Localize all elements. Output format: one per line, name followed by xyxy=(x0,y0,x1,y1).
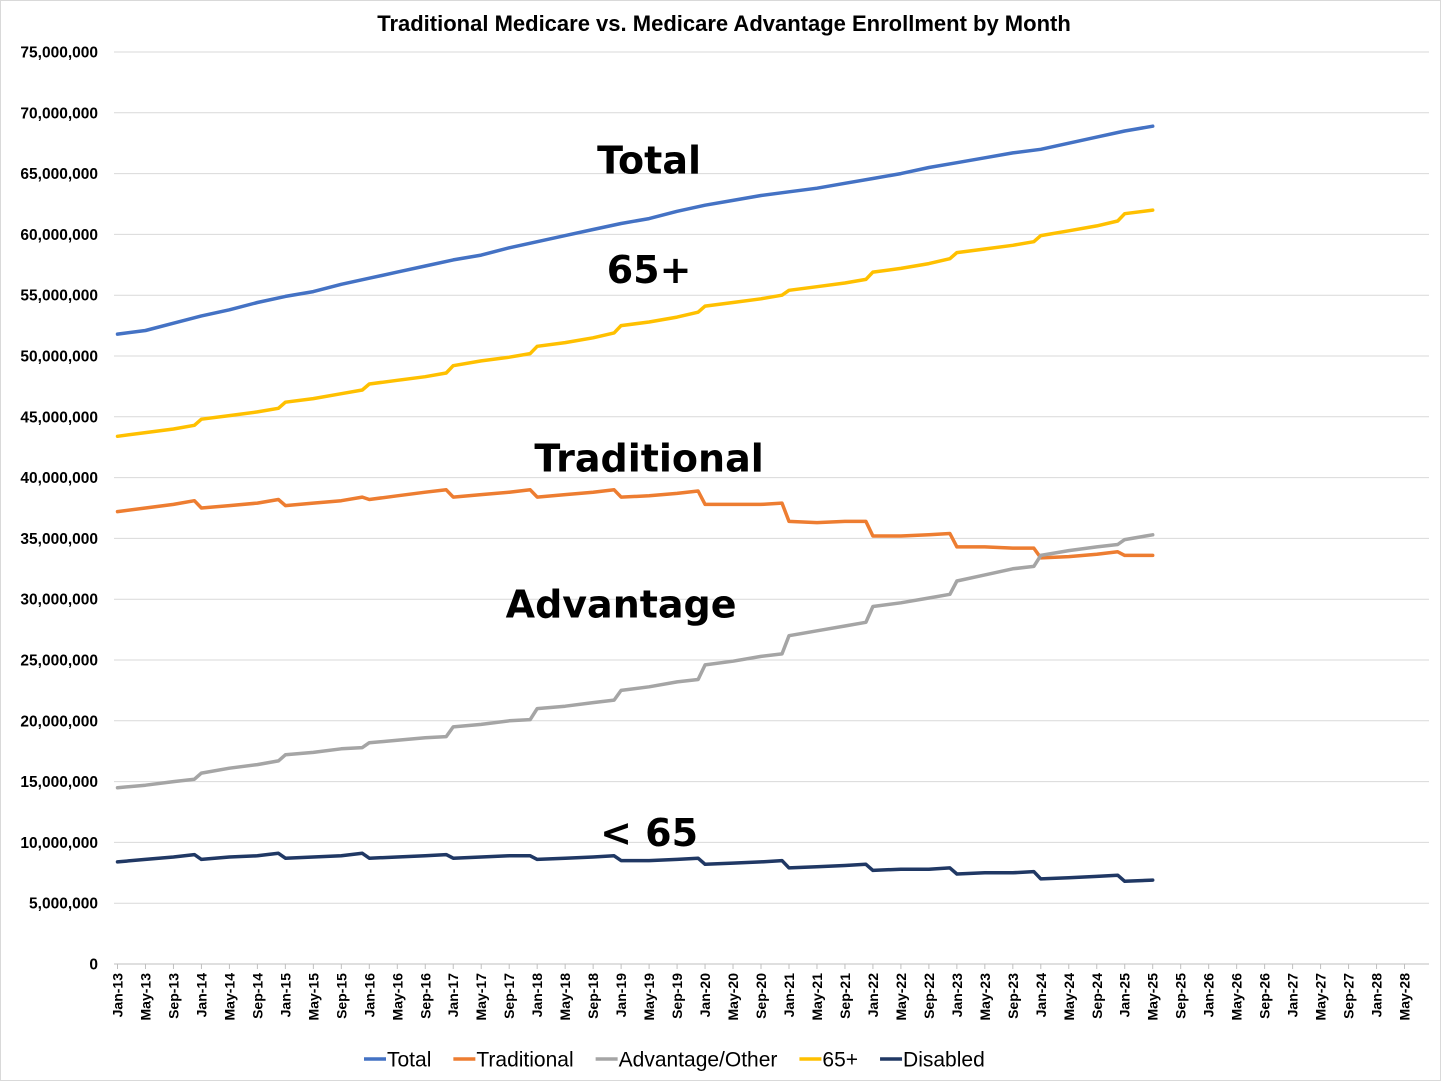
x-tick-label: Sep-20 xyxy=(753,973,769,1019)
series-line-traditional xyxy=(115,488,1155,560)
x-tick-label: May-25 xyxy=(1145,973,1161,1021)
x-tick-label: Jan-22 xyxy=(865,973,881,1018)
x-tick-label: Jan-17 xyxy=(445,973,461,1018)
x-tick-label: Jan-15 xyxy=(277,973,293,1018)
x-tick-label: Sep-13 xyxy=(165,973,181,1019)
x-tick-label: Sep-21 xyxy=(837,973,853,1019)
x-tick-label: May-15 xyxy=(305,973,321,1021)
x-tick-label: May-17 xyxy=(473,973,489,1021)
series-line-advantage-other xyxy=(115,533,1155,790)
series-line-total xyxy=(115,124,1155,336)
x-tick-label: May-26 xyxy=(1229,973,1245,1021)
y-tick-label: 75,000,000 xyxy=(20,45,98,62)
legend: Total Traditional Advantage/Other 65+ Disabl… xyxy=(364,1049,985,1072)
x-tick-label: May-16 xyxy=(389,973,405,1021)
x-axis-ticks: Jan-13 May-13 Sep-13 Jan-14 May-14 Sep-14 Jan-… xyxy=(109,964,1413,1021)
x-tick-label: Jan-13 xyxy=(109,973,125,1018)
chart-title: Traditional Medicare vs. Medicare Advant… xyxy=(377,11,1071,36)
y-tick-label: 50,000,000 xyxy=(20,349,98,366)
x-tick-label: Sep-24 xyxy=(1089,973,1105,1019)
y-tick-label: 20,000,000 xyxy=(20,713,98,730)
x-tick-label: Sep-14 xyxy=(249,973,265,1019)
x-tick-label: Sep-17 xyxy=(501,973,517,1019)
x-tick-label: May-18 xyxy=(557,973,573,1021)
x-tick-label: May-23 xyxy=(977,973,993,1021)
x-tick-label: Jan-27 xyxy=(1285,973,1301,1018)
x-tick-label: May-24 xyxy=(1061,973,1077,1021)
annotation-label: Traditional xyxy=(534,437,763,481)
annotation-label: 65+ xyxy=(607,248,692,292)
y-tick-label: 55,000,000 xyxy=(20,288,98,305)
y-tick-label: 35,000,000 xyxy=(20,531,98,548)
x-tick-label: Jan-16 xyxy=(361,973,377,1018)
series-lines xyxy=(115,124,1155,884)
x-tick-label: May-28 xyxy=(1397,973,1413,1021)
y-axis-ticks: 0 5,000,000 10,000,000 15,000,000 20,000,000… xyxy=(20,45,98,974)
x-tick-label: Jan-18 xyxy=(529,973,545,1018)
series-line-65- xyxy=(115,208,1155,439)
legend-label: 65+ xyxy=(822,1049,858,1072)
x-tick-label: May-14 xyxy=(221,973,237,1021)
x-tick-label: Jan-23 xyxy=(949,973,965,1018)
y-tick-label: 65,000,000 xyxy=(20,166,98,183)
x-tick-label: Jan-28 xyxy=(1369,973,1385,1018)
x-tick-label: Sep-16 xyxy=(417,973,433,1019)
y-tick-label: 0 xyxy=(89,957,98,974)
x-tick-label: Sep-27 xyxy=(1341,973,1357,1019)
series-line-disabled xyxy=(115,851,1155,884)
x-tick-label: Jan-25 xyxy=(1117,973,1133,1018)
x-tick-label: Sep-25 xyxy=(1173,973,1189,1019)
legend-label: Total xyxy=(387,1049,431,1072)
y-tick-label: 45,000,000 xyxy=(20,409,98,426)
legend-label: Traditional xyxy=(476,1049,573,1072)
y-tick-label: 25,000,000 xyxy=(20,653,98,670)
x-tick-label: Sep-18 xyxy=(585,973,601,1019)
y-tick-label: 5,000,000 xyxy=(29,896,98,913)
x-tick-label: May-22 xyxy=(893,973,909,1021)
annotation-label: Advantage xyxy=(506,582,737,626)
gridlines xyxy=(114,51,1429,965)
annotation-label: < 65 xyxy=(600,811,698,855)
x-tick-label: Sep-15 xyxy=(333,973,349,1019)
y-tick-label: 60,000,000 xyxy=(20,227,98,244)
y-tick-label: 70,000,000 xyxy=(20,105,98,122)
x-tick-label: May-13 xyxy=(137,973,153,1021)
x-tick-label: Sep-22 xyxy=(921,973,937,1019)
annotations: Total 65+ Traditional Advantage < 65 xyxy=(506,139,764,855)
x-tick-label: May-27 xyxy=(1313,973,1329,1021)
x-tick-label: Jan-19 xyxy=(613,973,629,1018)
x-tick-label: Jan-14 xyxy=(193,973,209,1018)
x-tick-label: Jan-24 xyxy=(1033,973,1049,1018)
x-tick-label: May-20 xyxy=(725,973,741,1021)
x-tick-label: Jan-26 xyxy=(1201,973,1217,1018)
x-tick-label: Sep-23 xyxy=(1005,973,1021,1019)
y-tick-label: 30,000,000 xyxy=(20,592,98,609)
x-tick-label: May-21 xyxy=(809,973,825,1021)
x-tick-label: Jan-21 xyxy=(781,973,797,1018)
x-tick-label: Sep-26 xyxy=(1257,973,1273,1019)
x-tick-label: Sep-19 xyxy=(669,973,685,1019)
y-tick-label: 10,000,000 xyxy=(20,835,98,852)
legend-label: Advantage/Other xyxy=(619,1049,778,1072)
y-tick-label: 40,000,000 xyxy=(20,470,98,487)
y-tick-label: 15,000,000 xyxy=(20,774,98,791)
x-tick-label: May-19 xyxy=(641,973,657,1021)
legend-label: Disabled xyxy=(903,1049,985,1072)
x-tick-label: Jan-20 xyxy=(697,973,713,1018)
annotation-label: Total xyxy=(597,139,701,183)
